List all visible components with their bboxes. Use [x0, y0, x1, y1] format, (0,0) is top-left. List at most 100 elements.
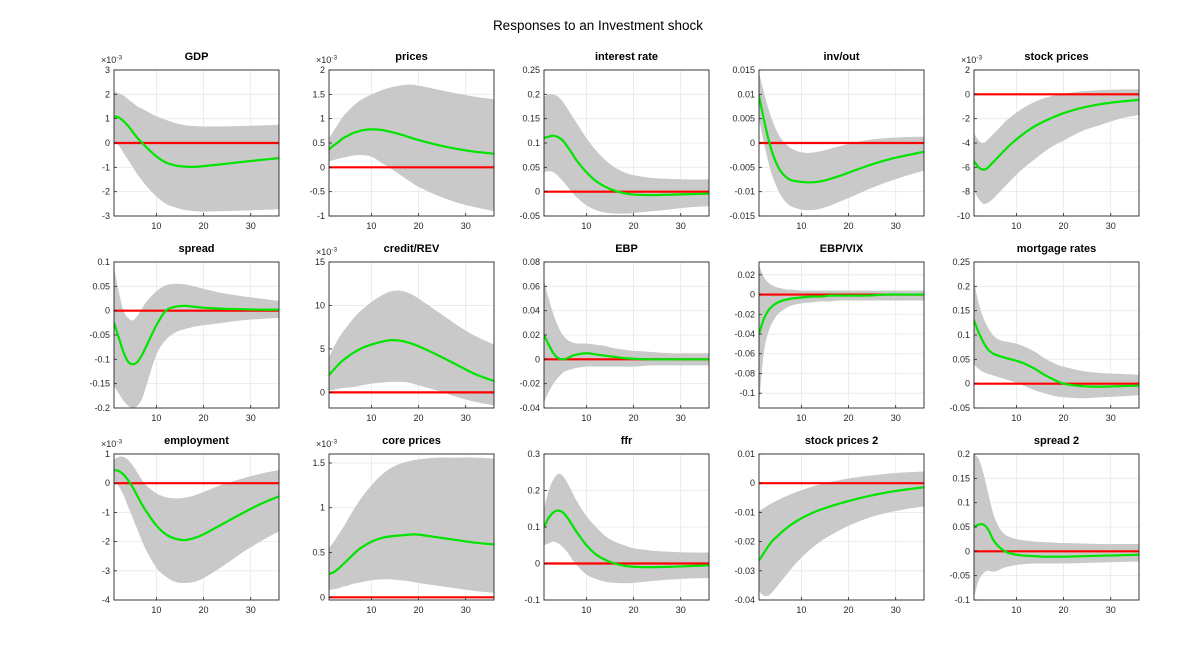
confidence-band — [759, 264, 924, 406]
confidence-band — [974, 89, 1139, 205]
y-axis-tick-label: -2 — [102, 187, 110, 197]
confidence-band — [974, 281, 1139, 399]
y-axis-tick-label: -0.05 — [949, 403, 970, 413]
y-axis-tick-label: 0 — [535, 187, 540, 197]
y-axis-tick-label: -8 — [962, 187, 970, 197]
y-axis-exponent-label: ×10-3 — [961, 55, 982, 66]
y-axis-tick-label: 0.1 — [527, 138, 540, 148]
x-axis-tick-label: 10 — [366, 221, 376, 231]
x-axis-tick-label: 30 — [1106, 413, 1116, 423]
y-axis-tick-label: 0.2 — [527, 89, 540, 99]
y-axis-tick-label: -0.08 — [734, 368, 755, 378]
x-axis-tick-label: 30 — [1106, 221, 1116, 231]
subplot-mortgage-rates: 10 20 30 0.25 0.2 0.15 0.1 0.05 0 -0.05 mortgage r… — [949, 243, 1140, 423]
x-axis-tick-label: 20 — [629, 413, 639, 423]
y-axis-tick-label: -0.15 — [89, 379, 110, 389]
response-line — [544, 509, 709, 569]
x-axis-tick-label: 20 — [844, 221, 854, 231]
x-axis-tick-label: 20 — [414, 605, 424, 615]
confidence-band — [329, 457, 494, 593]
y-axis-tick-label: 0 — [320, 592, 325, 602]
x-axis-tick-label: 10 — [796, 413, 806, 423]
axis-box — [758, 261, 925, 409]
response-line — [544, 134, 709, 197]
x-axis-tick-label: 10 — [1011, 413, 1021, 423]
confidence-band — [114, 91, 279, 212]
y-axis-tick-label: 10 — [315, 300, 325, 310]
y-axis-tick-label: 1.5 — [312, 89, 325, 99]
y-axis-exponent-label: ×10-3 — [101, 439, 122, 450]
subplot-title: employment — [164, 435, 229, 447]
y-axis-tick-label: 0.2 — [527, 486, 540, 496]
figure-title: Responses to an Investment shock — [492, 18, 704, 33]
y-axis-tick-label: 0.15 — [952, 473, 970, 483]
y-axis-tick-label: 1 — [320, 114, 325, 124]
y-axis-tick-label: 0.01 — [737, 449, 755, 459]
x-axis-tick-label: 20 — [629, 221, 639, 231]
subplot-title: EBP — [615, 243, 638, 255]
y-axis-tick-label: 0 — [750, 478, 755, 488]
subplot-ebp: 10 20 30 0.08 0.06 0.04 0.02 0 -0.02 -0.04 EBP — [519, 243, 710, 423]
y-axis-tick-label: 0.1 — [957, 498, 970, 508]
subplot-spread: 10 20 30 0.1 0.05 0 -0.05 -0.1 -0.15 -0.2 spread — [89, 243, 280, 423]
y-axis-tick-label: -4 — [102, 595, 110, 605]
y-axis-tick-label: -0.02 — [734, 309, 755, 319]
response-line — [759, 486, 924, 562]
y-axis-tick-label: 0 — [105, 138, 110, 148]
axis-box — [328, 261, 495, 409]
response-line — [974, 98, 1139, 171]
y-axis-tick-label: 0.05 — [952, 522, 970, 532]
y-axis-tick-label: 0.5 — [312, 138, 325, 148]
response-line — [759, 293, 924, 336]
y-axis-tick-label: 0.15 — [952, 306, 970, 316]
response-line — [974, 523, 1139, 558]
y-axis-tick-label: -1 — [317, 211, 325, 221]
x-axis-tick-label: 30 — [246, 413, 256, 423]
y-axis-tick-label: 0.01 — [737, 89, 755, 99]
y-axis-tick-label: 0.015 — [732, 65, 755, 75]
y-axis-tick-label: 0.05 — [92, 281, 110, 291]
y-axis-tick-label: -3 — [102, 566, 110, 576]
y-axis-tick-label: -0.015 — [729, 211, 755, 221]
axis-box — [758, 453, 925, 601]
response-line — [329, 339, 494, 383]
subplot-title: stock prices — [1024, 51, 1088, 63]
confidence-band — [544, 94, 709, 214]
y-axis-tick-label: -0.05 — [949, 571, 970, 581]
y-axis-tick-label: -0.01 — [734, 187, 755, 197]
y-axis-tick-label: 0.05 — [522, 162, 540, 172]
y-axis-tick-label: 0 — [105, 306, 110, 316]
x-axis-tick-label: 20 — [199, 413, 209, 423]
x-axis-tick-label: 20 — [844, 413, 854, 423]
y-axis-tick-label: 0.3 — [527, 449, 540, 459]
y-axis-tick-label: 0.2 — [957, 449, 970, 459]
response-line — [114, 115, 279, 168]
subplot-title: spread 2 — [1034, 435, 1079, 447]
y-axis-tick-label: 0.05 — [952, 354, 970, 364]
y-axis-tick-label: 0.02 — [522, 330, 540, 340]
x-axis-tick-label: 10 — [796, 221, 806, 231]
y-axis-tick-label: -0.05 — [89, 330, 110, 340]
response-line — [759, 94, 924, 184]
y-axis-tick-label: 0 — [105, 478, 110, 488]
y-axis-tick-label: -0.2 — [94, 403, 110, 413]
y-axis-tick-label: 0.02 — [737, 270, 755, 280]
response-line — [329, 533, 494, 576]
subplot-title: prices — [395, 51, 427, 63]
x-axis-tick-label: 20 — [414, 221, 424, 231]
y-axis-tick-label: -1 — [102, 507, 110, 517]
y-axis-tick-label: 2 — [105, 89, 110, 99]
x-axis-tick-label: 10 — [366, 605, 376, 615]
y-axis-tick-label: 0 — [750, 290, 755, 300]
axis-box — [113, 453, 280, 601]
x-axis-tick-label: 20 — [199, 605, 209, 615]
y-axis-tick-label: 3 — [105, 65, 110, 75]
y-axis-tick-label: -0.1 — [954, 595, 970, 605]
subplot-title: credit/REV — [384, 243, 440, 255]
y-axis-tick-label: -4 — [962, 138, 970, 148]
x-axis-tick-label: 20 — [1059, 413, 1069, 423]
y-axis-tick-label: 0.04 — [522, 306, 540, 316]
x-axis-tick-label: 20 — [629, 605, 639, 615]
x-axis-tick-label: 20 — [1059, 221, 1069, 231]
